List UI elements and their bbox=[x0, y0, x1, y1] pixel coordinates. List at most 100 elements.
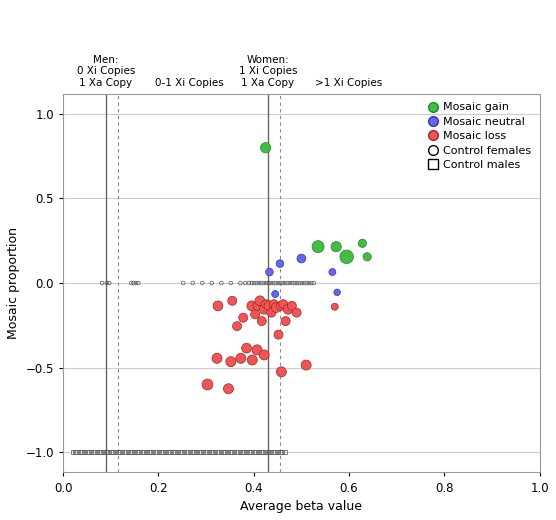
Point bbox=[276, 279, 285, 287]
Point bbox=[98, 279, 107, 287]
Point bbox=[261, 448, 270, 457]
Point bbox=[224, 385, 233, 393]
Point bbox=[292, 279, 301, 287]
Point bbox=[137, 448, 146, 457]
Point bbox=[108, 448, 117, 457]
Point bbox=[264, 448, 272, 457]
Point bbox=[168, 448, 177, 457]
Point bbox=[297, 254, 306, 263]
Point bbox=[252, 279, 261, 287]
Point bbox=[92, 448, 101, 457]
Point bbox=[309, 279, 318, 287]
Point bbox=[260, 305, 269, 314]
Point bbox=[102, 279, 111, 287]
Point bbox=[281, 279, 290, 287]
Point bbox=[223, 448, 232, 457]
Point bbox=[71, 448, 80, 457]
Point bbox=[248, 356, 257, 364]
Point bbox=[207, 279, 216, 287]
Point bbox=[73, 448, 82, 457]
Point bbox=[255, 279, 264, 287]
Point bbox=[271, 290, 280, 298]
Point bbox=[106, 448, 115, 457]
Point bbox=[271, 279, 280, 287]
Point bbox=[264, 279, 273, 287]
Point bbox=[363, 253, 371, 261]
Point bbox=[342, 253, 351, 261]
Point bbox=[87, 448, 96, 457]
Point bbox=[259, 279, 268, 287]
Text: Women:
1 Xi Copies
1 Xa Copy: Women: 1 Xi Copies 1 Xa Copy bbox=[239, 55, 297, 88]
Point bbox=[284, 305, 292, 314]
Point bbox=[121, 448, 130, 457]
Point bbox=[116, 448, 125, 457]
Point bbox=[266, 279, 275, 287]
X-axis label: Average beta value: Average beta value bbox=[240, 500, 363, 513]
Point bbox=[226, 358, 235, 366]
Point bbox=[280, 448, 289, 457]
Point bbox=[113, 448, 122, 457]
Point bbox=[307, 279, 316, 287]
Point bbox=[328, 268, 337, 276]
Point bbox=[185, 448, 194, 457]
Point bbox=[247, 448, 256, 457]
Point bbox=[206, 448, 215, 457]
Point bbox=[128, 448, 137, 457]
Point bbox=[253, 302, 262, 310]
Point bbox=[173, 448, 182, 457]
Point bbox=[132, 448, 141, 457]
Point bbox=[178, 279, 187, 287]
Point bbox=[247, 279, 256, 287]
Point bbox=[178, 448, 187, 457]
Point bbox=[269, 279, 277, 287]
Text: Men:
0 Xi Copies
1 Xa Copy: Men: 0 Xi Copies 1 Xa Copy bbox=[77, 55, 135, 88]
Point bbox=[130, 448, 139, 457]
Point bbox=[274, 331, 283, 339]
Point bbox=[279, 279, 287, 287]
Point bbox=[171, 448, 180, 457]
Point bbox=[68, 448, 77, 457]
Point bbox=[236, 354, 245, 362]
Point bbox=[232, 448, 241, 457]
Point bbox=[192, 448, 201, 457]
Point bbox=[257, 317, 266, 325]
Point bbox=[78, 448, 87, 457]
Point bbox=[279, 300, 287, 308]
Point bbox=[254, 448, 263, 457]
Point bbox=[127, 279, 136, 287]
Point bbox=[290, 279, 299, 287]
Point bbox=[188, 279, 197, 287]
Point bbox=[245, 448, 254, 457]
Point bbox=[358, 239, 367, 248]
Point bbox=[195, 448, 203, 457]
Point bbox=[95, 448, 103, 457]
Point bbox=[242, 448, 251, 457]
Point bbox=[300, 279, 309, 287]
Point bbox=[265, 268, 274, 276]
Point bbox=[252, 448, 261, 457]
Point bbox=[332, 242, 341, 251]
Point bbox=[203, 380, 212, 388]
Point bbox=[152, 448, 161, 457]
Point bbox=[232, 322, 241, 330]
Point bbox=[314, 242, 322, 251]
Point bbox=[166, 448, 175, 457]
Point bbox=[105, 279, 114, 287]
Point bbox=[219, 448, 227, 457]
Point bbox=[292, 308, 301, 317]
Point bbox=[285, 279, 294, 287]
Point bbox=[265, 302, 274, 310]
Point bbox=[211, 448, 220, 457]
Point bbox=[288, 279, 297, 287]
Point bbox=[295, 279, 304, 287]
Point bbox=[221, 448, 230, 457]
Point bbox=[277, 368, 286, 376]
Point bbox=[147, 448, 156, 457]
Legend: Mosaic gain, Mosaic neutral, Mosaic loss, Control females, Control males: Mosaic gain, Mosaic neutral, Mosaic loss… bbox=[425, 99, 534, 174]
Point bbox=[245, 279, 254, 287]
Point bbox=[272, 303, 281, 311]
Point bbox=[182, 448, 191, 457]
Point bbox=[257, 279, 266, 287]
Point bbox=[156, 448, 165, 457]
Point bbox=[235, 448, 244, 457]
